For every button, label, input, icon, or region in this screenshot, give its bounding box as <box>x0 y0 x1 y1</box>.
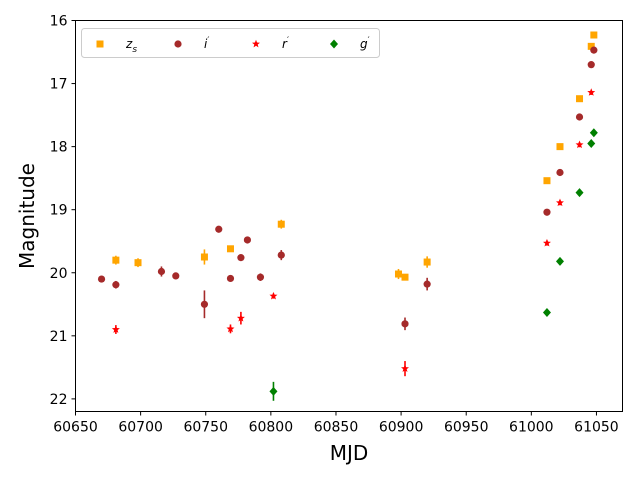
data-point <box>556 143 564 151</box>
data-point <box>590 31 598 39</box>
x-tick-label: 60850 <box>314 420 359 436</box>
legend-marker <box>252 39 260 48</box>
data-point <box>423 258 431 266</box>
data-point <box>215 225 223 233</box>
data-point <box>277 251 285 259</box>
legend-marker <box>174 40 182 48</box>
x-tick-label: 60650 <box>53 420 98 436</box>
legend-box <box>81 28 380 58</box>
series-circle <box>97 46 598 331</box>
x-tick-label: 60750 <box>183 420 228 436</box>
data-point <box>587 138 596 148</box>
y-tick-label: 19 <box>50 203 68 219</box>
legend-label: r′ <box>282 36 289 51</box>
legend: zs i′ r′ g′ <box>81 28 380 58</box>
data-point <box>172 272 180 280</box>
data-point <box>112 256 120 264</box>
data-point <box>587 61 595 69</box>
y-tick-label: 22 <box>50 392 68 408</box>
data-point <box>394 270 402 278</box>
data-point <box>555 198 564 207</box>
data-point <box>401 273 409 281</box>
x-tick-label: 61050 <box>574 420 619 436</box>
data-point <box>543 177 551 185</box>
legend-entry: g′ <box>330 36 370 51</box>
x-tick-label: 60700 <box>118 420 163 436</box>
series-square <box>112 31 598 281</box>
data-point <box>111 325 120 333</box>
series-diamond <box>269 128 598 401</box>
data-point <box>590 46 598 54</box>
data-point <box>237 254 245 262</box>
data-point <box>587 42 595 50</box>
legend-marker <box>96 40 104 48</box>
data-point <box>112 281 120 289</box>
x-axis: 60650 60700 60750 60800 60850 60900 60950 61000… <box>53 411 619 436</box>
data-point <box>134 259 142 267</box>
data-point <box>277 220 285 228</box>
data-point <box>236 313 245 322</box>
data-point <box>575 188 584 198</box>
y-axis: 16 17 18 19 20 21 22 <box>50 14 76 408</box>
data-point <box>226 245 234 253</box>
legend-marker <box>330 39 338 49</box>
data-point <box>587 88 596 96</box>
data-point <box>555 256 564 266</box>
data-point <box>200 300 209 308</box>
x-tick-label: 60950 <box>444 420 489 436</box>
y-tick-label: 16 <box>50 14 68 30</box>
data-point <box>269 291 278 300</box>
data-point <box>401 364 409 373</box>
x-axis-title: MJD <box>330 441 369 465</box>
y-axis-title: Magnitude <box>15 163 39 269</box>
data-point <box>576 95 584 103</box>
data-point <box>575 140 584 149</box>
legend-label: g′ <box>360 36 370 51</box>
x-tick-label: 61000 <box>509 420 554 436</box>
data-point <box>226 274 235 283</box>
data-point <box>226 324 235 333</box>
legend-entry: i′ <box>174 36 209 51</box>
data-point <box>97 275 106 283</box>
data-point <box>542 238 551 247</box>
data-point <box>575 113 584 121</box>
data-point <box>401 320 409 328</box>
y-tick-label: 18 <box>50 140 68 156</box>
series-star <box>111 88 596 377</box>
data-point <box>243 236 252 244</box>
y-tick-label: 21 <box>50 329 68 345</box>
legend-label: i′ <box>204 36 209 51</box>
plot-frame <box>75 20 623 412</box>
y-tick-label: 20 <box>50 266 68 282</box>
data-point <box>542 307 551 317</box>
data-point <box>589 128 598 138</box>
legend-entry: r′ <box>252 36 289 51</box>
data-point <box>543 208 551 216</box>
data-point <box>423 280 431 288</box>
data-point <box>200 253 208 261</box>
data-point <box>256 273 265 281</box>
y-tick-label: 17 <box>50 77 68 93</box>
data-marks <box>97 31 598 401</box>
x-tick-label: 60800 <box>249 420 294 436</box>
x-tick-label: 60900 <box>379 420 424 436</box>
data-point <box>157 267 166 276</box>
data-point <box>556 168 564 177</box>
data-point <box>269 386 278 396</box>
